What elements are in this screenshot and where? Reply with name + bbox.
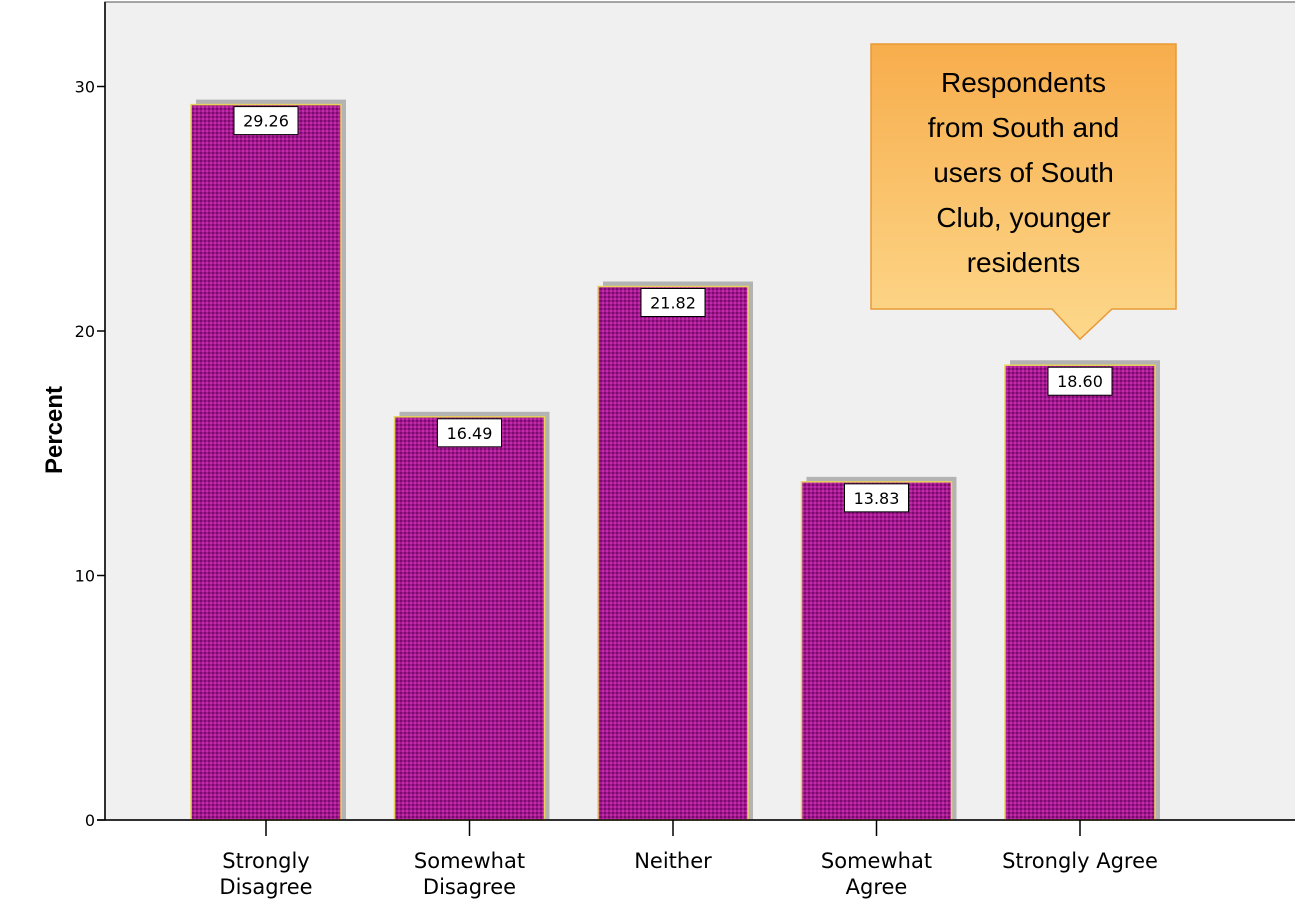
callout-text: Respondents from South and users of South C… xyxy=(928,67,1119,278)
bar xyxy=(597,285,749,821)
data-label: 16.49 xyxy=(447,424,493,443)
bars: 29.26 16.49 21.82 13.83 18.60 xyxy=(190,99,1160,821)
data-label-box xyxy=(1047,366,1113,396)
y-tick-label: 30 xyxy=(75,78,95,97)
callout-shape xyxy=(870,43,1177,341)
data-label-box xyxy=(437,418,502,448)
data-label-box xyxy=(233,106,299,136)
x-tick-label: Strongly Agree xyxy=(1002,849,1158,873)
data-label: 13.83 xyxy=(854,489,900,508)
bar xyxy=(190,103,342,821)
y-tick-label: 0 xyxy=(85,811,95,830)
x-tick-label: Strongly Disagree xyxy=(219,849,312,899)
data-label-box xyxy=(640,288,706,318)
y-axis-label: Percent xyxy=(41,386,68,474)
annotation-callout: Respondents from South and users of South C… xyxy=(870,43,1177,341)
x-tick-label: Neither xyxy=(634,849,712,873)
x-tick-label: Somewhat Agree xyxy=(821,849,932,899)
data-label: 29.26 xyxy=(243,112,289,131)
y-tick-label: 10 xyxy=(75,567,95,586)
y-tick-label: 20 xyxy=(75,322,95,341)
bar xyxy=(1004,364,1156,821)
x-tick-label: Somewhat Disagree xyxy=(414,849,525,899)
y-axis: 0 10 20 30 xyxy=(75,78,105,830)
data-label: 21.82 xyxy=(650,294,696,313)
data-label-box xyxy=(844,483,909,513)
x-axis: Strongly Disagree Somewhat Disagree Neither S… xyxy=(97,2,1295,899)
bar xyxy=(393,416,546,821)
bar xyxy=(800,481,953,821)
data-label: 18.60 xyxy=(1057,372,1103,391)
